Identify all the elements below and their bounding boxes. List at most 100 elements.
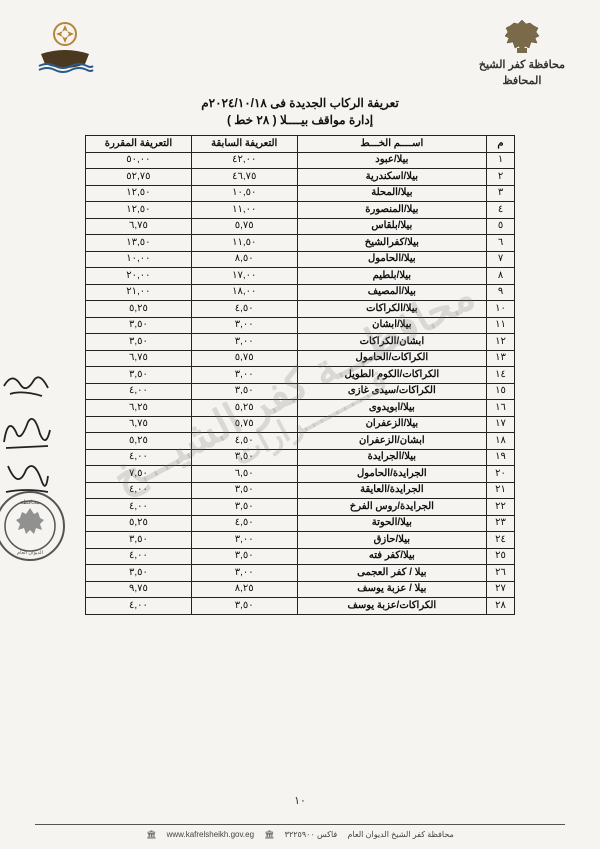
cell-new-fare: ٦,٧٥ [86, 416, 192, 433]
table-row: ١٢ابشان/الكراكات٣,٠٠٣,٥٠ [86, 334, 515, 351]
cell-num: ٥ [487, 218, 515, 235]
table-row: ١٥الكراكات/سيدى غازى٣,٥٠٤,٠٠ [86, 383, 515, 400]
footer-website: www.kafrelsheikh.gov.eg [167, 830, 254, 839]
table-row: ١٧بيلا/الزعفران٥,٧٥٦,٧٥ [86, 416, 515, 433]
cell-route: بيلا/الحامول [297, 251, 486, 268]
cell-prev-fare: ٣,٥٠ [191, 383, 297, 400]
cell-prev-fare: ٥,٧٥ [191, 416, 297, 433]
table-row: ٢٨الكراكات/عزبة يوسف٣,٥٠٤,٠٠ [86, 598, 515, 615]
footer-fax: فاكس ٣٢٢٥٩٠٠ [285, 830, 338, 839]
cell-num: ٧ [487, 251, 515, 268]
col-num: م [487, 136, 515, 153]
cell-prev-fare: ٨,٢٥ [191, 581, 297, 598]
cell-route: ابشان/الكراكات [297, 334, 486, 351]
cell-route: الكراكات/الحامول [297, 350, 486, 367]
fare-table-wrapper: محافظـــة كفر الشيـــخ قـــــــــرارات م… [85, 135, 515, 615]
cell-num: ٤ [487, 202, 515, 219]
cell-route: بيلا/الكراكات [297, 301, 486, 318]
cell-num: ١٥ [487, 383, 515, 400]
cell-prev-fare: ٥,٧٥ [191, 350, 297, 367]
governorate-name: محافظة كفر الشيخ [479, 58, 565, 72]
cell-num: ١٧ [487, 416, 515, 433]
boat-logo-block [35, 18, 95, 74]
table-row: ٤بيلا/المنصورة١١,٠٠١٢,٥٠ [86, 202, 515, 219]
cell-new-fare: ٦,٢٥ [86, 400, 192, 417]
cell-new-fare: ١٠,٠٠ [86, 251, 192, 268]
table-body: ١بيلا/عبود٤٢,٠٠٥٠,٠٠٢بيلا/اسكندرية٤٦,٧٥٥… [86, 152, 515, 614]
eagle-emblem-icon [499, 18, 545, 56]
table-row: ٢٠الجرايدة/الحامول٦,٥٠٧,٥٠ [86, 466, 515, 483]
cell-route: الجرايدة/الحامول [297, 466, 486, 483]
cell-prev-fare: ٣,٥٠ [191, 482, 297, 499]
cell-num: ٦ [487, 235, 515, 252]
table-row: ٢٧بيلا / عزبة يوسف٨,٢٥٩,٧٥ [86, 581, 515, 598]
cell-new-fare: ٢٠,٠٠ [86, 268, 192, 285]
col-route: اســــم الخـــط [297, 136, 486, 153]
table-row: ١٩بيلا/الجرايدة٣,٥٠٤,٠٠ [86, 449, 515, 466]
cell-prev-fare: ٦,٥٠ [191, 466, 297, 483]
governor-label: المحافظ [479, 74, 565, 88]
table-row: ١٠بيلا/الكراكات٤,٥٠٥,٢٥ [86, 301, 515, 318]
title-line-1: تعريفة الركاب الجديدة فى ٢٠٢٤/١٠/١٨م [35, 96, 565, 110]
cell-num: ٨ [487, 268, 515, 285]
cell-num: ٣ [487, 185, 515, 202]
cell-prev-fare: ٣,٥٠ [191, 548, 297, 565]
page-footer: محافظة كفر الشيخ الديوان العام فاكس ٣٢٢٥… [35, 830, 565, 839]
table-row: ٢١الجرايدة/العايقة٣,٥٠٤,٠٠ [86, 482, 515, 499]
signature-1 [2, 370, 52, 407]
cell-prev-fare: ١٨,٠٠ [191, 284, 297, 301]
cell-num: ٢٧ [487, 581, 515, 598]
cell-num: ٢٦ [487, 565, 515, 582]
page-number: ١٠ [0, 794, 600, 807]
cell-num: ٢ [487, 169, 515, 186]
table-row: ٣بيلا/المحلة١٠,٥٠١٢,٥٠ [86, 185, 515, 202]
cell-new-fare: ٥٢,٧٥ [86, 169, 192, 186]
table-row: ٢٤بيلا/حازق٣,٠٠٣,٥٠ [86, 532, 515, 549]
cell-num: ١٤ [487, 367, 515, 384]
cell-new-fare: ٣,٥٠ [86, 565, 192, 582]
cell-prev-fare: ٣,٥٠ [191, 449, 297, 466]
cell-prev-fare: ٣,٠٠ [191, 317, 297, 334]
official-stamp-icon: محافظة الديوان العام [0, 490, 66, 562]
table-row: ٢٢الجرايدة/روس الفرخ٣,٥٠٤,٠٠ [86, 499, 515, 516]
table-row: ٢٥بيلا/كفر فته٣,٥٠٤,٠٠ [86, 548, 515, 565]
cell-new-fare: ٦,٧٥ [86, 218, 192, 235]
cell-route: الكراكات/سيدى غازى [297, 383, 486, 400]
table-row: ٢٣بيلا/الحوتة٤,٥٠٥,٢٥ [86, 515, 515, 532]
cell-route: بيلا/الحوتة [297, 515, 486, 532]
cell-route: بيلا/بلقاس [297, 218, 486, 235]
cell-prev-fare: ١١,٥٠ [191, 235, 297, 252]
cell-prev-fare: ٤,٥٠ [191, 433, 297, 450]
title-line-2: إدارة مواقف بيــــلا ( ٢٨ خط ) [35, 113, 565, 127]
cell-prev-fare: ٣,٥٠ [191, 598, 297, 615]
cell-num: ١ [487, 152, 515, 169]
cell-num: ١١ [487, 317, 515, 334]
cell-new-fare: ٩,٧٥ [86, 581, 192, 598]
table-row: ١١بيلا/ابشان٣,٠٠٣,٥٠ [86, 317, 515, 334]
cell-prev-fare: ١٧,٠٠ [191, 268, 297, 285]
cell-new-fare: ٤,٠٠ [86, 548, 192, 565]
cell-new-fare: ١٣,٥٠ [86, 235, 192, 252]
cell-num: ٢٥ [487, 548, 515, 565]
cell-route: بيلا/ابشان [297, 317, 486, 334]
cell-route: ابشان/الزعفران [297, 433, 486, 450]
cell-num: ١٩ [487, 449, 515, 466]
cell-new-fare: ٣,٥٠ [86, 317, 192, 334]
cell-route: بيلا/بلطيم [297, 268, 486, 285]
document-titles: تعريفة الركاب الجديدة فى ٢٠٢٤/١٠/١٨م إدا… [35, 96, 565, 127]
svg-text:محافظة: محافظة [20, 499, 40, 506]
cell-num: ٢٨ [487, 598, 515, 615]
cell-new-fare: ٦,٧٥ [86, 350, 192, 367]
cell-prev-fare: ٣,٠٠ [191, 565, 297, 582]
boat-emblem-icon [35, 18, 95, 74]
cell-prev-fare: ٥,٧٥ [191, 218, 297, 235]
cell-route: الكراكات/الكوم الطويل [297, 367, 486, 384]
cell-prev-fare: ٣,٠٠ [191, 334, 297, 351]
table-row: ١٤الكراكات/الكوم الطويل٣,٠٠٣,٥٠ [86, 367, 515, 384]
cell-route: بيلا/المحلة [297, 185, 486, 202]
table-row: ١٣الكراكات/الحامول٥,٧٥٦,٧٥ [86, 350, 515, 367]
cell-new-fare: ٤,٠٠ [86, 499, 192, 516]
table-row: ٢٦بيلا / كفر العجمى٣,٠٠٣,٥٠ [86, 565, 515, 582]
signature-2 [0, 412, 54, 457]
cell-new-fare: ٣,٥٠ [86, 532, 192, 549]
